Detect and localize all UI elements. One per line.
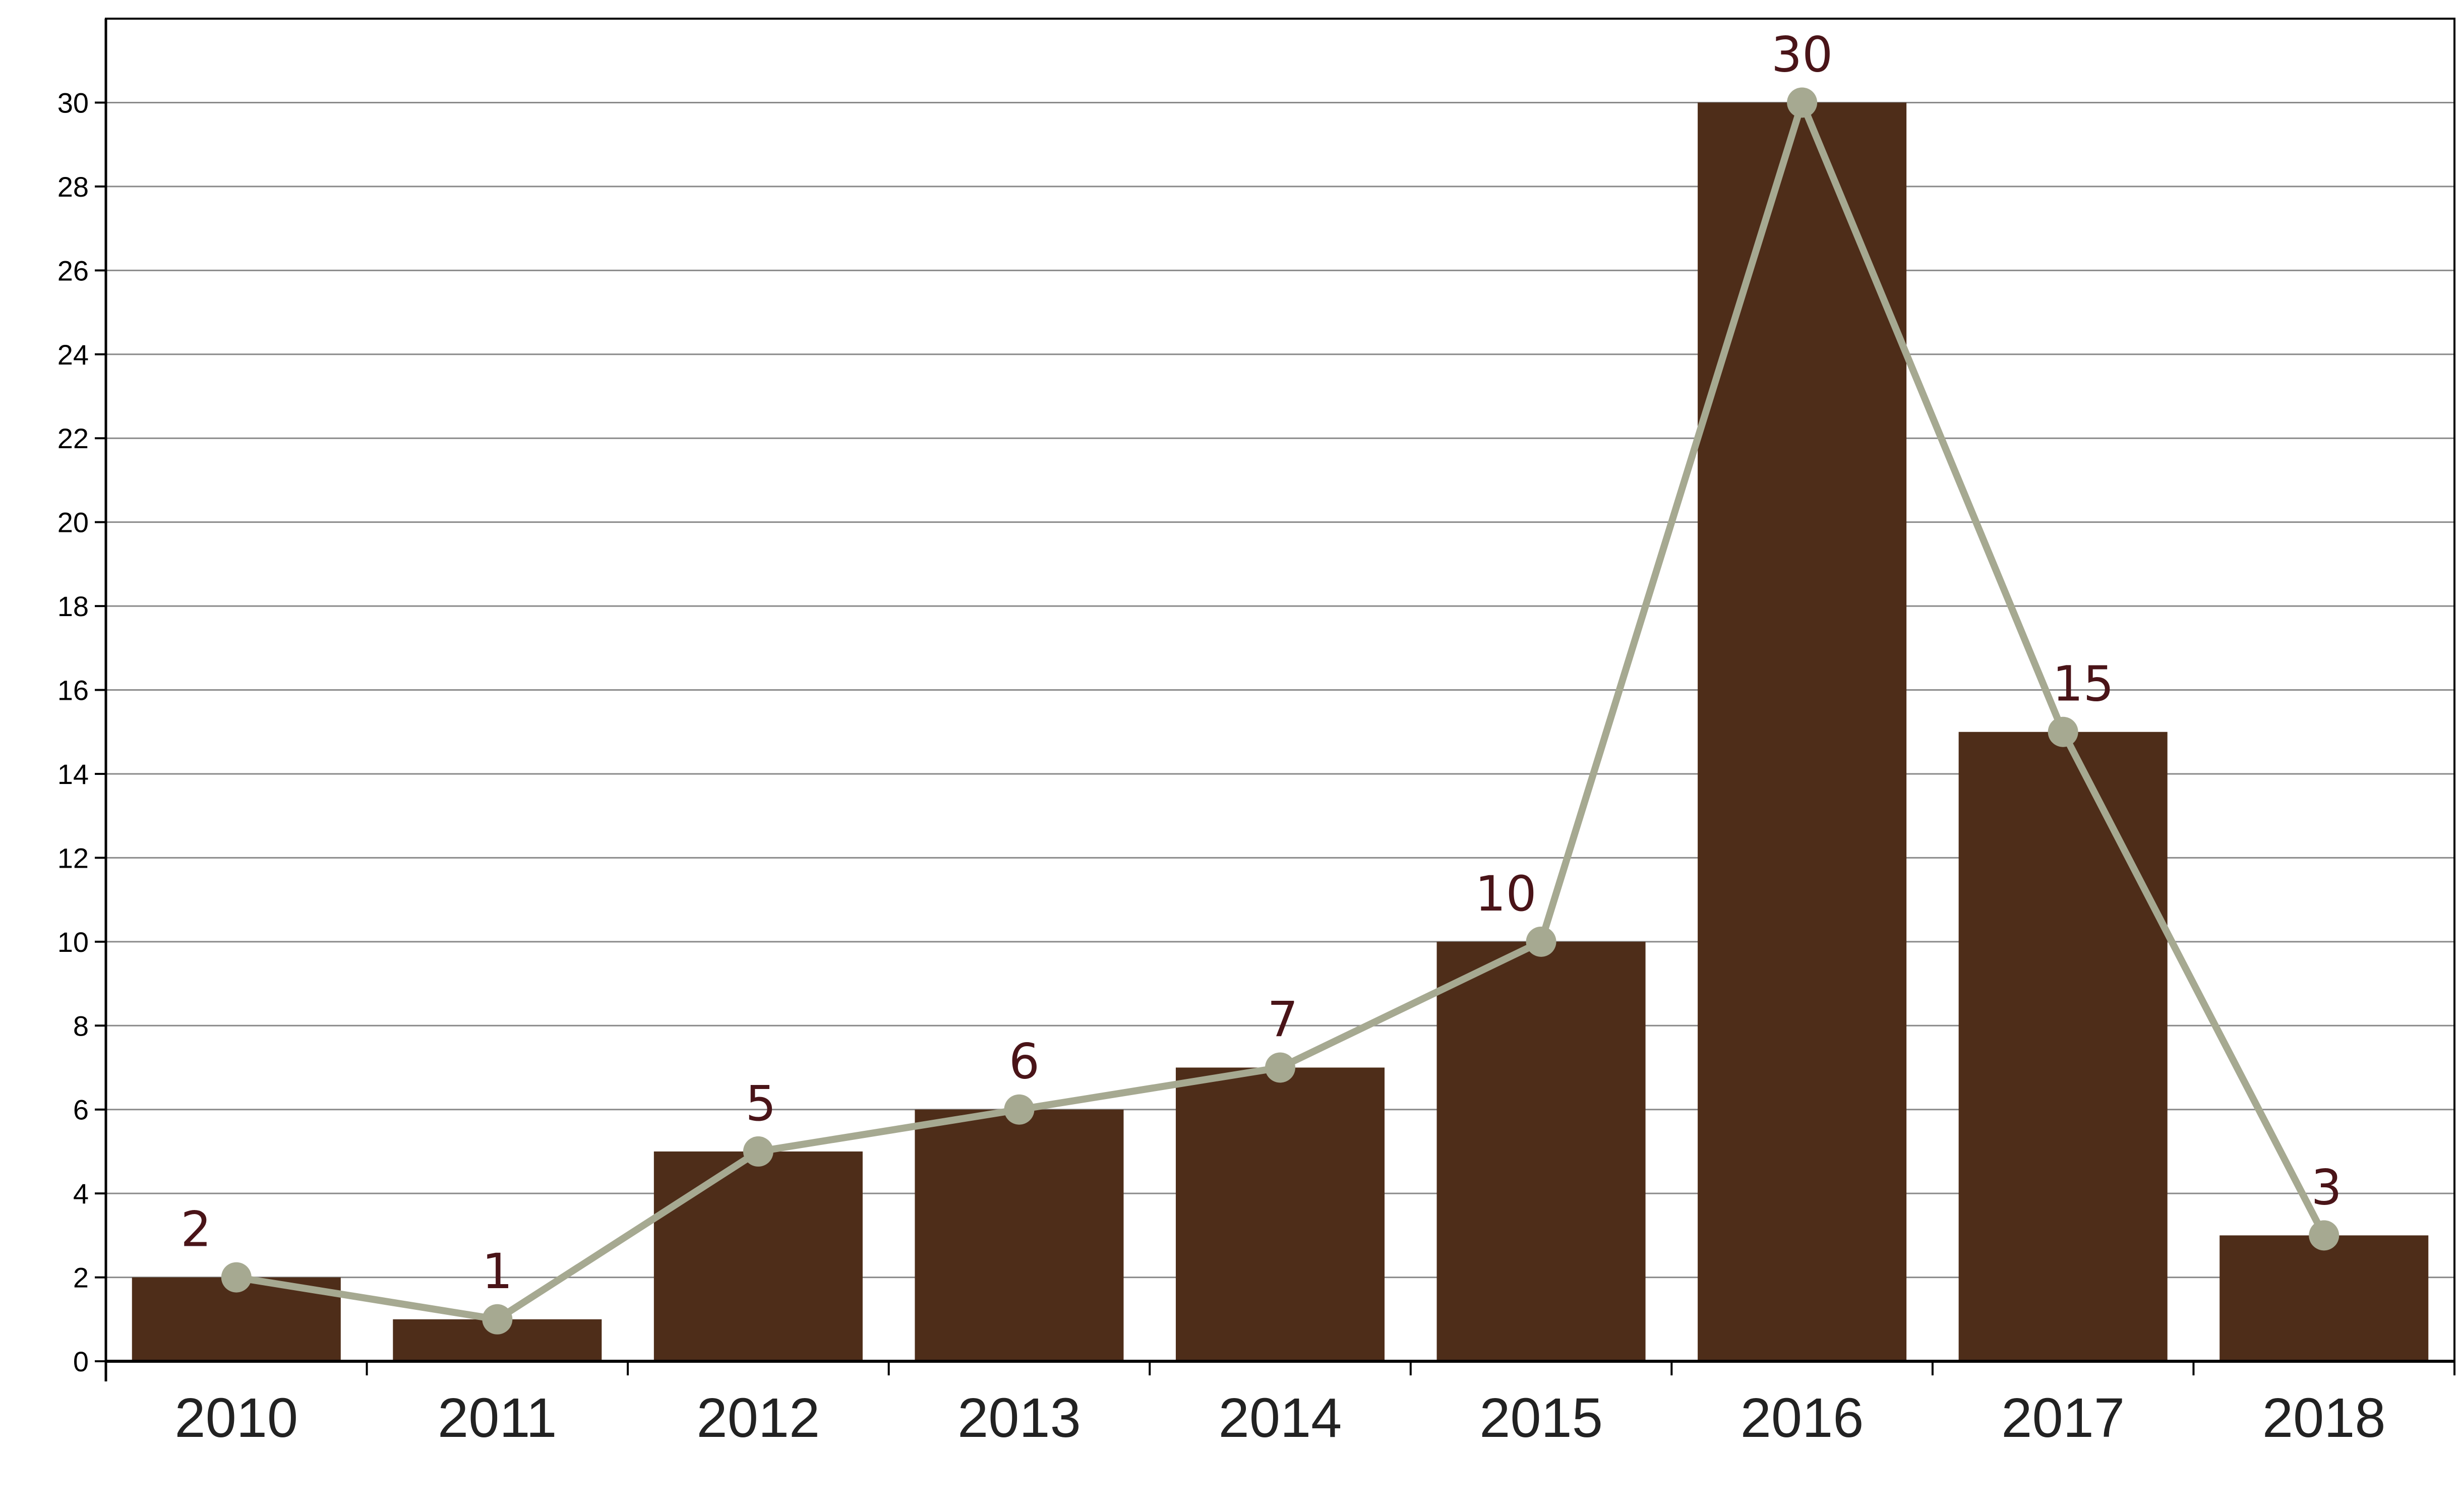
bar-2017 [1958, 732, 2168, 1361]
y-tick-label: 14 [57, 758, 89, 790]
y-tick-label: 18 [57, 590, 89, 622]
y-tick-label: 30 [57, 87, 89, 118]
bar-2016 [1698, 102, 1907, 1361]
marker-2016 [1787, 87, 1818, 118]
bar-2015 [1436, 941, 1646, 1361]
y-tick-label: 10 [57, 926, 89, 958]
y-tick-label: 8 [73, 1010, 89, 1042]
x-tick-label: 2017 [2001, 1387, 2125, 1449]
x-tick-label: 2014 [1219, 1387, 1342, 1449]
data-label-2012: 5 [745, 1075, 776, 1132]
x-tick-label: 2012 [697, 1387, 820, 1449]
x-tick-label: 2016 [1741, 1387, 1864, 1449]
y-tick-label: 28 [57, 171, 89, 203]
y-tick-label: 6 [73, 1094, 89, 1126]
axes [104, 19, 2454, 1381]
data-label-2017: 15 [2053, 656, 2114, 712]
marker-2014 [1265, 1052, 1295, 1083]
bars [132, 102, 2429, 1361]
data-label-2013: 6 [1009, 1034, 1040, 1090]
y-tick-label: 16 [57, 675, 89, 706]
data-label-2018: 3 [2311, 1159, 2342, 1216]
marker-2017 [2048, 716, 2078, 747]
gridlines [106, 101, 2454, 1279]
marker-2012 [743, 1136, 773, 1167]
marker-2013 [1004, 1094, 1035, 1125]
data-label-2010: 2 [181, 1201, 211, 1258]
x-tick-label: 2010 [174, 1387, 298, 1449]
data-label-2015: 10 [1475, 866, 1536, 922]
data-label-2014: 7 [1267, 991, 1298, 1048]
x-tick-label: 2015 [1479, 1387, 1603, 1449]
bar-2012 [653, 1151, 863, 1361]
marker-2011 [482, 1304, 513, 1335]
line-markers [221, 87, 2340, 1335]
y-tick-label: 22 [57, 422, 89, 454]
y-tick-label: 4 [73, 1178, 89, 1209]
x-axis-ticks: 2010 2011 2012 2013 2014 2015 2016 2017 2018 [105, 1361, 2455, 1449]
bar-2013 [915, 1109, 1124, 1361]
bar-2018 [2220, 1235, 2429, 1361]
y-tick-label: 12 [57, 842, 89, 874]
data-label-2016: 30 [1771, 26, 1833, 83]
marker-2010 [221, 1262, 252, 1293]
y-tick-label: 24 [57, 339, 89, 371]
x-tick-label: 2018 [2262, 1387, 2386, 1449]
bar-2014 [1175, 1067, 1385, 1361]
y-tick-label: 0 [73, 1346, 89, 1377]
y-tick-label: 2 [73, 1262, 89, 1294]
x-tick-label: 2013 [957, 1387, 1081, 1449]
x-tick-label: 2011 [438, 1387, 557, 1449]
y-tick-label: 20 [57, 507, 89, 538]
y-tick-label: 26 [57, 255, 89, 286]
data-label-2011: 1 [482, 1243, 513, 1300]
marker-2018 [2309, 1220, 2340, 1251]
marker-2015 [1526, 926, 1556, 957]
